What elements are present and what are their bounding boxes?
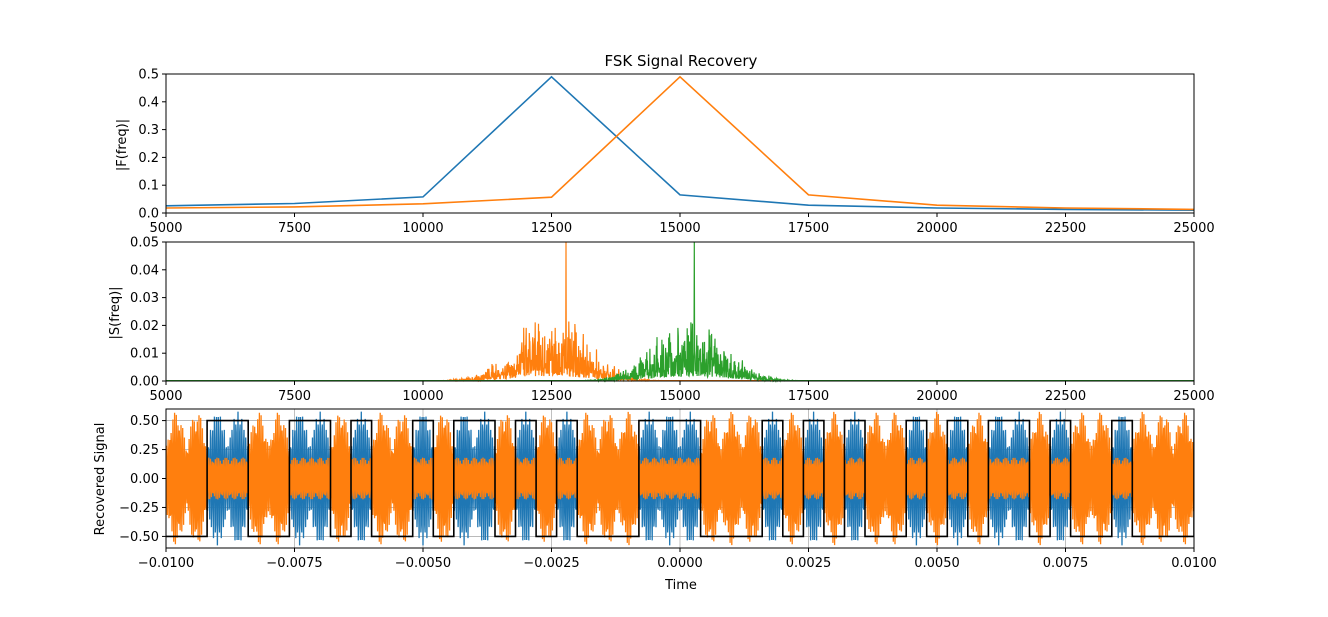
x-tick-label: 17500 (788, 389, 829, 404)
panel-signal-spectrum: 5000 7500 10000 12500 15000 17500 20000 22500 25… (108, 236, 1215, 405)
x-tick-label: 7500 (278, 389, 311, 404)
signal-group (166, 411, 1194, 546)
y-axis-label: |S(freq)| (108, 286, 123, 339)
axes-frame (165, 73, 1195, 214)
x-tick-label: −0.0100 (138, 556, 194, 571)
x-tick-label: 25000 (1173, 389, 1214, 404)
filter-response-line-2 (165, 75, 1195, 211)
y-axis-label: Recovered Signal (93, 423, 108, 536)
spectrum-line-2 (166, 241, 1194, 383)
x-tick-label: 7500 (278, 221, 311, 236)
x-tick-label: 22500 (1045, 221, 1086, 236)
panel-recovered-signal: −0.0100 −0.0075 −0.0050 −0.0025 0.0000 0.0025… (93, 408, 1217, 593)
bit-sequence-line (166, 419, 1194, 538)
y-tick-label: 0.1 (138, 179, 159, 194)
y-tick-label: 0.01 (130, 347, 159, 362)
plot-area (166, 411, 1194, 546)
y-tick-label: 0.0 (138, 207, 159, 222)
x-tick-label: 25000 (1173, 221, 1214, 236)
x-tick-label: 10000 (402, 389, 443, 404)
x-tick-label: 12500 (531, 389, 572, 404)
x-tick-label: 0.0025 (786, 556, 832, 571)
axes: 5000 7500 10000 12500 15000 17500 20000 22500 25… (138, 68, 1214, 237)
x-tick-label: 17500 (788, 221, 829, 236)
axes: 5000 7500 10000 12500 15000 17500 20000 22500 25… (130, 236, 1215, 405)
x-tick-label: 22500 (1045, 389, 1086, 404)
y-tick-label: 0.2 (138, 151, 159, 166)
x-tick-label: 15000 (659, 389, 700, 404)
x-tick-label: 15000 (659, 221, 700, 236)
x-tick-label: −0.0050 (395, 556, 451, 571)
y-tick-label: 0.5 (138, 68, 159, 83)
y-axis-label: |F(freq)| (115, 119, 130, 171)
y-tick-label: 0.4 (138, 95, 159, 110)
x-tick-label: 10000 (402, 221, 443, 236)
filter-response-line-1 (165, 75, 1195, 211)
panel-frequency-filters: FSK Signal Recovery 5000 7500 10000 12500 15… (115, 52, 1215, 236)
y-tick-label: −0.50 (119, 530, 159, 545)
y-tick-label: 0.03 (130, 291, 159, 306)
y-tick-label: 0.3 (138, 123, 159, 138)
x-tick-label: 0.0000 (657, 556, 703, 571)
x-tick-label: 20000 (916, 389, 957, 404)
recovered-signal-line-space (166, 411, 1194, 546)
y-tick-label: −0.25 (119, 501, 159, 516)
x-tick-label: 0.0050 (914, 556, 960, 571)
y-tick-label: 0.25 (130, 443, 159, 458)
y-tick-label: 0.05 (130, 236, 159, 251)
x-tick-label: 20000 (916, 221, 957, 236)
chart-title: FSK Signal Recovery (605, 52, 758, 70)
axes: −0.0100 −0.0075 −0.0050 −0.0025 0.0000 0.0025… (119, 408, 1217, 571)
x-tick-label: 5000 (149, 221, 182, 236)
x-tick-label: 5000 (149, 389, 182, 404)
x-tick-label: −0.0025 (523, 556, 579, 571)
y-tick-label: 0.50 (130, 414, 159, 429)
y-tick-label: 0.00 (130, 375, 159, 390)
y-tick-label: 0.04 (130, 263, 159, 278)
x-tick-label: −0.0075 (266, 556, 322, 571)
x-axis-label: Time (664, 578, 697, 593)
y-tick-label: 0.02 (130, 319, 159, 334)
plot-area (165, 75, 1195, 211)
plot-area (166, 241, 1194, 383)
x-tick-label: 0.0075 (1043, 556, 1089, 571)
x-tick-label: 0.0100 (1171, 556, 1217, 571)
x-tick-label: 12500 (531, 221, 572, 236)
y-tick-label: 0.00 (130, 472, 159, 487)
